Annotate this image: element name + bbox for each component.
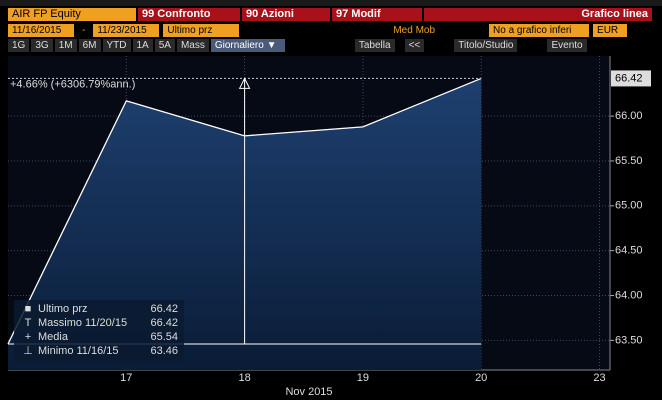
legend-symbol: + (25, 331, 31, 343)
button[interactable]: Evento (547, 39, 587, 52)
legend-label: Minimo 11/16/15 (38, 345, 119, 357)
legend-value: 66.42 (150, 317, 178, 329)
toolbar-row-2: 11/16/2015 - 11/23/2015 Ultimo prz Med M… (0, 24, 662, 37)
period-button[interactable]: Mass (176, 39, 209, 52)
period-button[interactable]: 1A (132, 39, 153, 52)
y-tick-label: 65.00 (615, 200, 643, 212)
y-tick-label: 64.00 (615, 289, 643, 301)
last-value-box (611, 70, 651, 87)
y-tick-label: 66.00 (615, 110, 643, 122)
button[interactable]: Titolo/Studio (454, 39, 518, 52)
x-tick-label: 20 (475, 372, 487, 384)
legend-label: Ultimo prz (38, 303, 88, 315)
lower-chart-select[interactable]: No a grafico inferi (489, 24, 590, 37)
x-tick-label: 23 (593, 372, 605, 384)
button[interactable]: 97 Modif (332, 8, 422, 21)
annotation: +4.66% (+6306.79%ann.) (10, 78, 135, 90)
button[interactable]: Tabella (354, 39, 395, 52)
x-tick-label: 18 (238, 372, 250, 384)
ticker-input[interactable]: AIR FP Equity (8, 8, 136, 21)
period-button[interactable]: 1M (54, 39, 77, 52)
legend-symbol: ⊥ (23, 345, 33, 357)
chart-type-button[interactable]: Grafico linea (424, 8, 652, 21)
button[interactable]: 90 Azioni (242, 8, 330, 21)
period-buttons: 1G 3G 1M 6M YTD 1A 5A Mass (6, 39, 209, 52)
legend-symbol: ■ (25, 303, 32, 315)
legend-value: 66.42 (150, 303, 178, 315)
frequency-select[interactable]: Giornaliero ▼ (210, 39, 285, 52)
moving-average[interactable]: Med Mob (393, 25, 436, 36)
legend: Ultimo prz 66.42 Massimo 11/20/15 66.42 Medi… (14, 300, 184, 362)
start-date[interactable]: 11/16/2015 (8, 24, 74, 37)
period-button[interactable]: 1G (8, 39, 30, 52)
legend-label: Massimo 11/20/15 (38, 317, 127, 329)
last-value-label: 66.42 (615, 72, 643, 84)
x-tick-label: 19 (357, 372, 369, 384)
field-select[interactable]: Ultimo prz (163, 24, 240, 37)
end-date[interactable]: 11/23/2015 (93, 24, 160, 37)
legend-value: 63.46 (150, 345, 178, 357)
toolbar-row-1: AIR FP Equity 99 Confronto 90 Azioni 97 … (0, 8, 662, 21)
legend-symbol: T (25, 317, 32, 329)
separator: - (82, 25, 86, 36)
button[interactable]: << (404, 39, 425, 52)
chart: Nov 2015 63.50 64.00 64.50 65.00 65.50 66.00 1… (7, 56, 651, 398)
status-strip (0, 0, 662, 6)
x-tick-label: 17 (120, 372, 132, 384)
x-axis-label: Nov 2015 (285, 386, 332, 398)
legend-label: Media (38, 331, 69, 343)
y-tick-label: 65.50 (615, 155, 643, 167)
period-button[interactable]: YTD (102, 39, 131, 52)
currency-select[interactable]: EUR (593, 24, 628, 37)
period-button[interactable]: 3G (31, 39, 53, 52)
toolbar-row-3: 1G 3G 1M 6M YTD 1A 5A Mass Giornaliero ▼ Tabell… (0, 39, 662, 52)
button[interactable]: 99 Confronto (138, 8, 240, 21)
legend-box (14, 300, 184, 362)
period-button[interactable]: 6M (78, 39, 101, 52)
legend-value: 65.54 (150, 331, 178, 343)
y-tick-label: 64.50 (615, 245, 643, 257)
arrow-head (238, 77, 251, 89)
period-button[interactable]: 5A (154, 39, 175, 52)
y-tick-label: 63.50 (615, 334, 643, 346)
